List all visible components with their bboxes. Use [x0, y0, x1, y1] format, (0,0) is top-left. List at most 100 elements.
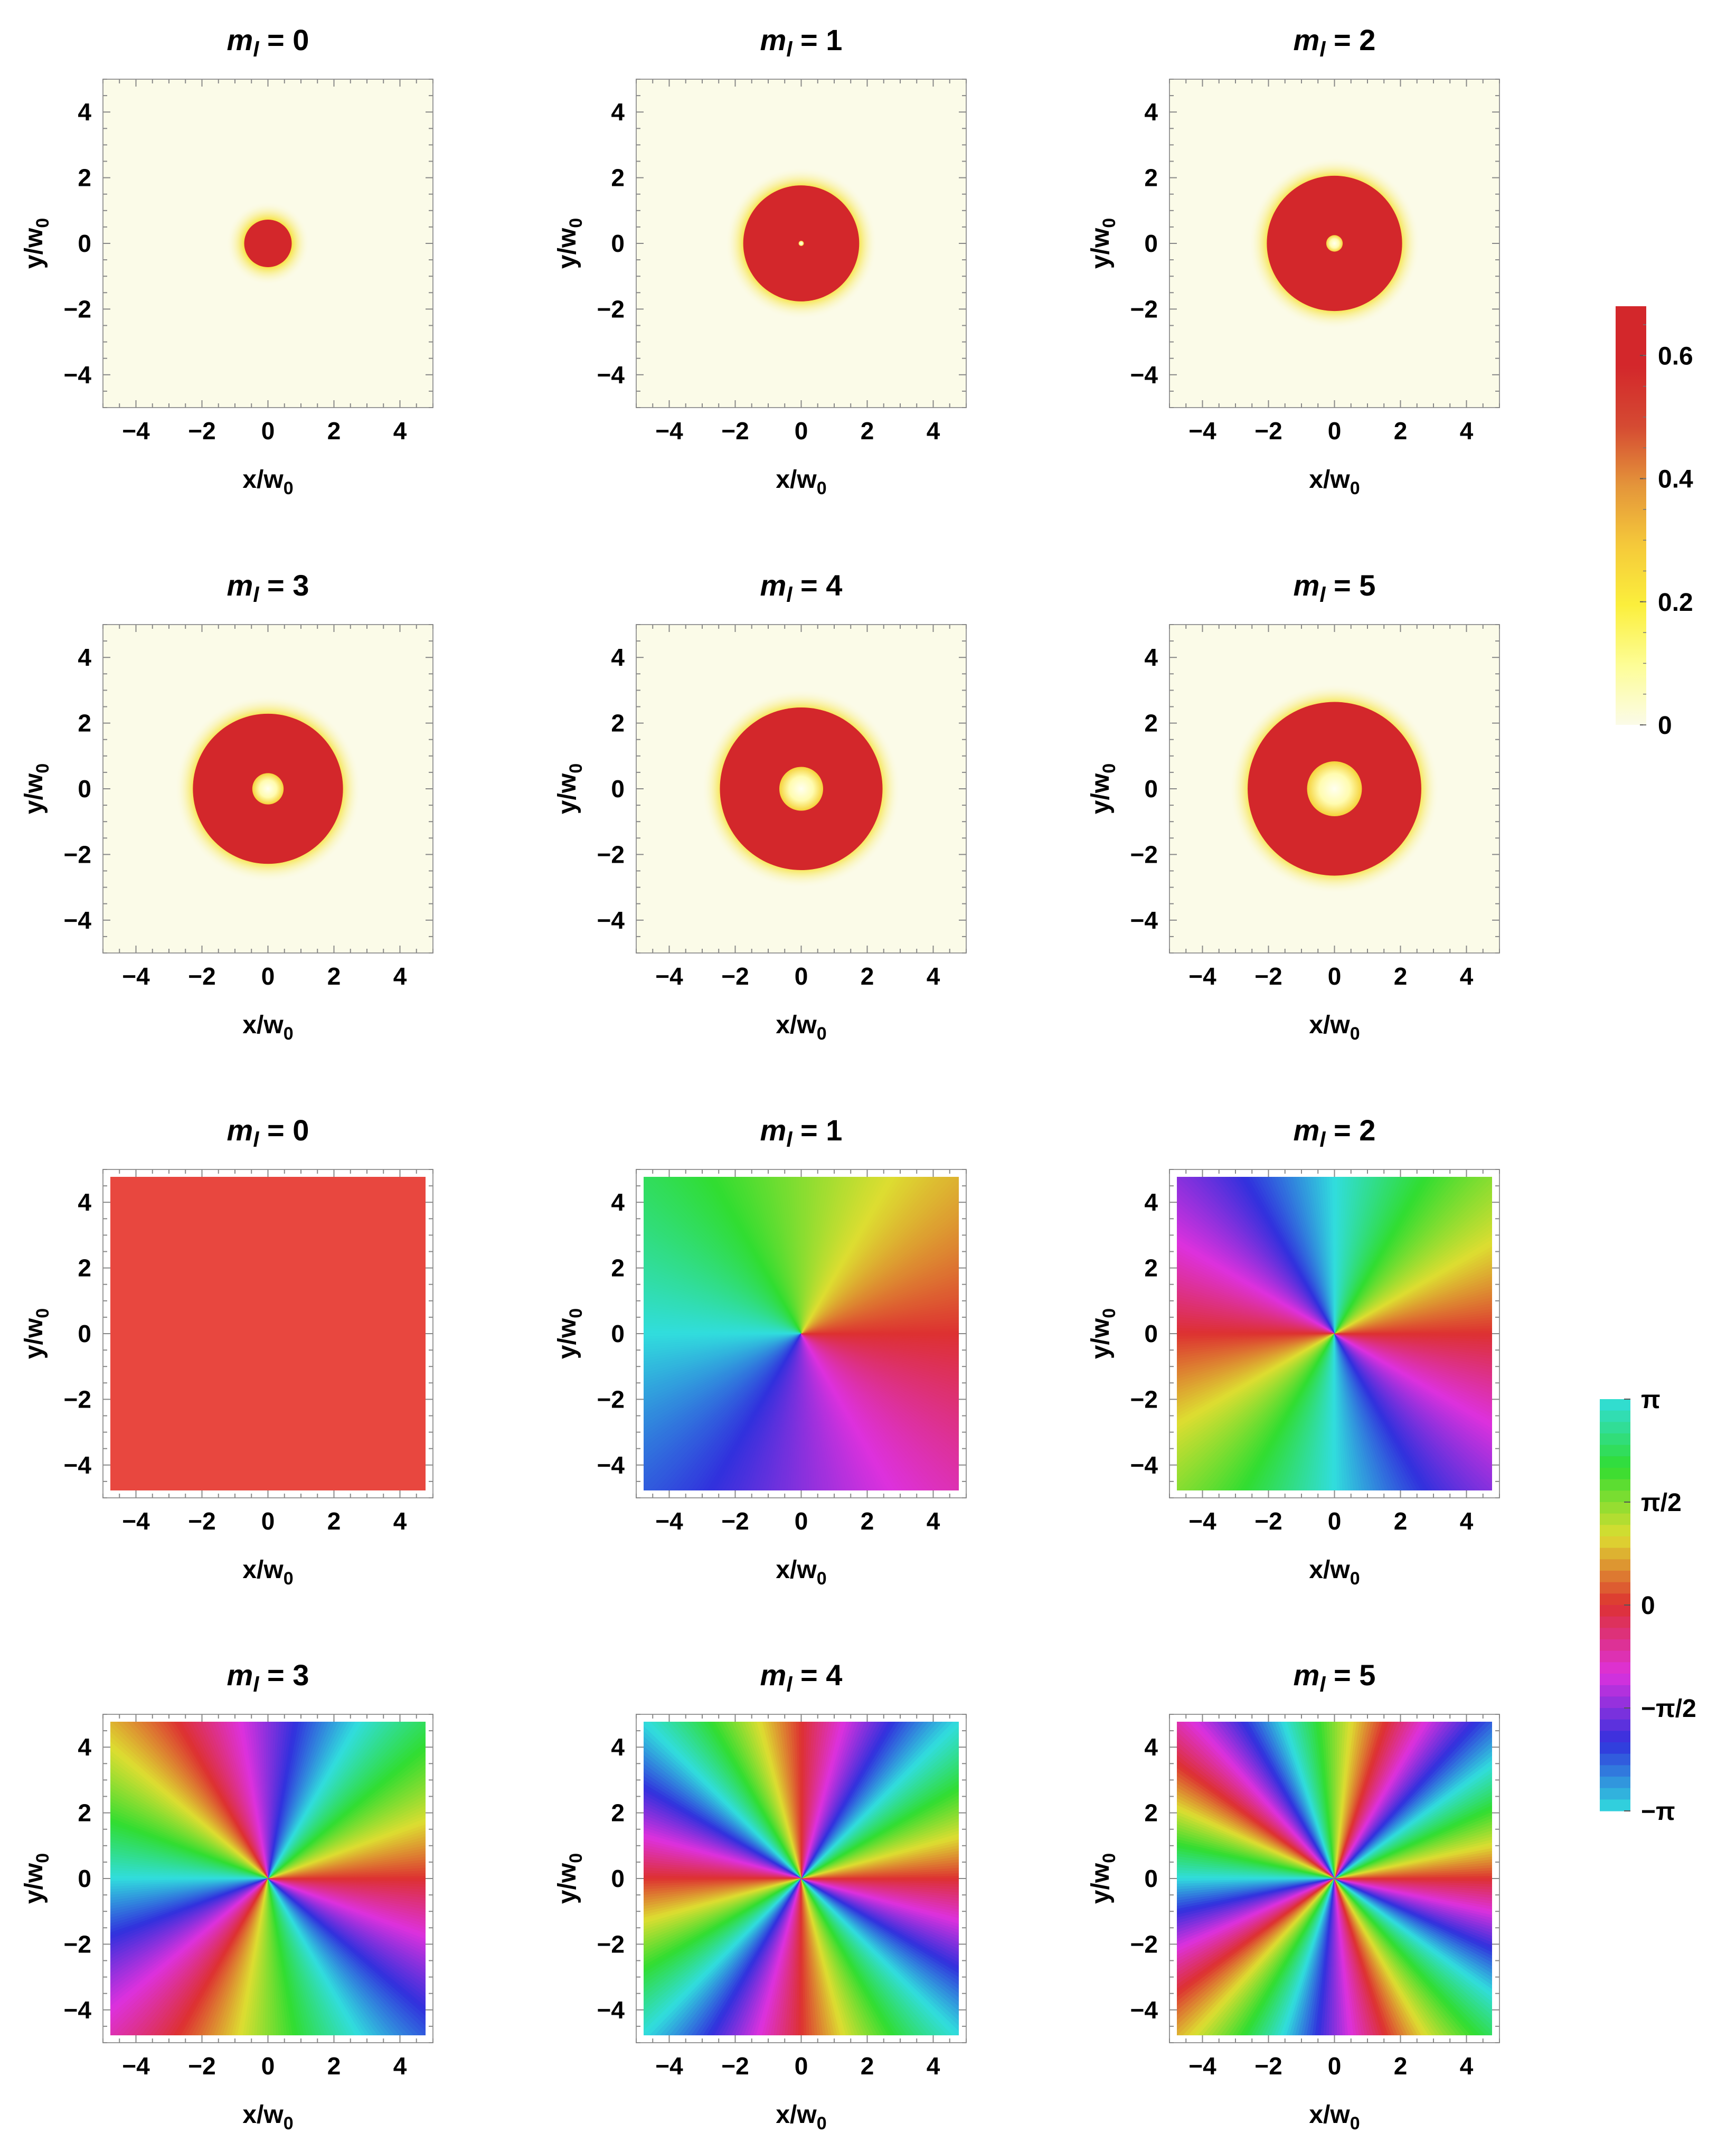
phase-wedge: [268, 1722, 366, 1879]
y-tick-label: 4: [611, 1188, 625, 1216]
phase-wedge: [1177, 1820, 1335, 1879]
x-tick-label: −4: [122, 2052, 150, 2080]
phase-wedge: [268, 1878, 426, 1970]
phase-wedge: [1177, 1246, 1335, 1334]
phase-wedge: [795, 1878, 801, 2035]
phase-wedge: [1334, 1722, 1392, 1879]
x-tick-label: 0: [795, 1507, 808, 1535]
phase-wedge: [268, 1722, 335, 1879]
phase-wedge: [731, 1333, 801, 1490]
x-tick-label: 0: [795, 2052, 808, 2080]
phase-colorbar-band: [1600, 1525, 1630, 1537]
phase-wedge: [644, 1787, 801, 1879]
phase-wedge: [1334, 1722, 1418, 1879]
x-tick-label: −4: [655, 417, 683, 445]
phase-wedge: [801, 1722, 868, 1879]
panel-phase-m5: ml = 5 −4 −2 0 2 4 4 2 0 −2 −4 x/w0 y/w0: [1087, 1658, 1500, 2134]
y-tick-label: 4: [1144, 644, 1158, 671]
phase-wedge: [1323, 1333, 1335, 1490]
phase-wedge: [756, 1333, 801, 1490]
phase-wedge: [1264, 1333, 1335, 1490]
y-tick-label: −4: [64, 1996, 92, 2024]
y-axis-label: y/w0: [20, 1308, 53, 1359]
phase-colorbar-band: [1600, 1502, 1630, 1514]
phase-wedge: [268, 1878, 426, 1924]
phase-wedge: [644, 1783, 801, 1879]
phase-wedge: [110, 1824, 268, 1879]
phase-wedge: [268, 1722, 279, 1879]
y-tick-label: −4: [597, 1451, 625, 1479]
phase-wedge: [1334, 1333, 1492, 1359]
x-tick-label: −2: [188, 962, 215, 990]
phase-wedge: [268, 1722, 299, 1879]
phase-wedge: [801, 1333, 959, 1348]
phase-wedge: [197, 1878, 268, 2035]
x-tick-label: 2: [1394, 962, 1408, 990]
phase-wedge: [187, 1878, 268, 2035]
phase-wedge: [1177, 1325, 1335, 1334]
phase-colorbar-band: [1600, 1765, 1630, 1777]
phase-wedge: [767, 1333, 801, 1490]
phase-colorbar-band: [1600, 1593, 1630, 1606]
phase-wedge: [801, 1722, 882, 1879]
phase-wedge: [262, 1878, 268, 2035]
phase-wedge: [801, 1333, 959, 1365]
y-tick-label: −4: [64, 907, 92, 934]
phase-wedge: [801, 1878, 959, 1915]
phase-wedge: [1334, 1878, 1492, 1927]
phase-wedge: [1258, 1333, 1335, 1490]
phase-wedge: [268, 1722, 277, 1879]
phase-wedge: [225, 1878, 268, 2035]
phase-wedge: [1334, 1177, 1360, 1334]
intensity-hole: [252, 773, 284, 805]
phase-wedge: [644, 1856, 801, 1879]
phase-wedge: [801, 1878, 959, 1977]
phase-wedge: [801, 1878, 959, 1970]
phase-colorbar-band: [1600, 1696, 1630, 1709]
phase-wedge: [1177, 1847, 1335, 1879]
phase-wedge: [268, 1722, 285, 1879]
phase-wedge: [644, 1801, 801, 1879]
phase-wedge: [1289, 1878, 1335, 2035]
phase-wedge: [801, 1177, 813, 1334]
phase-wedge: [1304, 1333, 1335, 1490]
tick-marks: [636, 1169, 967, 1498]
x-tick-label: 2: [327, 1507, 341, 1535]
phase-colorbar: π π/2 0 −π/2 −π: [1600, 1386, 1696, 1826]
phase-wedge: [801, 1722, 821, 1879]
phase-wedge: [703, 1878, 801, 2035]
phase-wedge: [644, 1847, 801, 1879]
phase-wedge: [644, 1302, 801, 1334]
y-tick-label: −4: [597, 1996, 625, 2024]
phase-wedge: [110, 1847, 268, 1879]
phase-wedge: [801, 1722, 853, 1879]
phase-wedge: [1334, 1333, 1492, 1371]
phase-wedge: [1177, 1314, 1335, 1334]
phase-wedge: [784, 1333, 801, 1490]
phase-wedge: [1177, 1817, 1335, 1879]
phase-wedge: [268, 1722, 288, 1879]
phase-colorbar-band: [1600, 1456, 1630, 1468]
phase-wedge: [1334, 1722, 1371, 1879]
phase-wedge: [1177, 1305, 1335, 1334]
phase-colorbar-band: [1600, 1559, 1630, 1571]
phase-wedge: [741, 1333, 801, 1490]
tick-marks: [102, 1714, 433, 2043]
y-tick-label: 4: [1144, 98, 1158, 126]
phase-wedge: [801, 1177, 810, 1334]
phase-wedge: [1334, 1333, 1492, 1425]
phase-wedge: [801, 1177, 878, 1334]
phase-wedge: [1323, 1878, 1335, 2035]
x-tick-label: 4: [1460, 2052, 1474, 2080]
phase-wedge: [801, 1878, 959, 1910]
phase-wedge: [718, 1333, 801, 1490]
y-tick-label: −2: [597, 1930, 625, 1958]
phase-wedge: [110, 1833, 268, 1879]
x-axis-label: x/w0: [242, 466, 293, 498]
phase-wedge: [801, 1722, 900, 1879]
phase-wedge: [1274, 1878, 1335, 2035]
x-axis-label: x/w0: [776, 1011, 826, 1044]
phase-wedge: [1334, 1878, 1492, 1970]
intensity-colorbar-tick: 0.6: [1658, 342, 1693, 370]
y-tick-label: 2: [1144, 1799, 1158, 1827]
